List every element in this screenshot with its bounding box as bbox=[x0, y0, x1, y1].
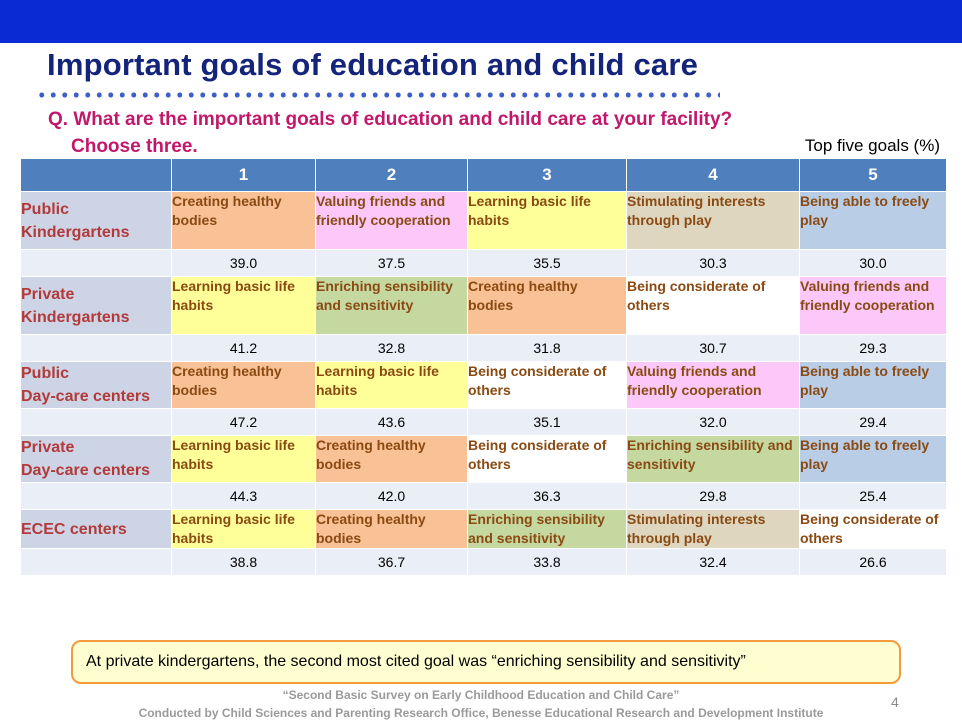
value-row: 47.2 43.6 35.1 32.0 29.4 bbox=[20, 408, 947, 436]
goal-cell: Being considerate of others bbox=[467, 435, 627, 483]
slide-title: Important goals of education and child c… bbox=[47, 47, 699, 82]
value-cell: 37.5 bbox=[315, 249, 468, 277]
value-cell: 44.3 bbox=[171, 482, 316, 510]
header-blank-cell bbox=[20, 158, 172, 192]
value-cell: 25.4 bbox=[799, 482, 947, 510]
rank-header: 2 bbox=[315, 158, 468, 192]
goal-row: Public Day-care centers Creating healthy… bbox=[20, 361, 947, 409]
survey-question: Q. What are the important goals of educa… bbox=[48, 106, 732, 160]
goal-row: ECEC centers Learning basic life habits … bbox=[20, 509, 947, 549]
goal-cell: Creating healthy bodies bbox=[171, 191, 316, 250]
value-cell: 30.0 bbox=[799, 249, 947, 277]
goal-cell: Creating healthy bodies bbox=[315, 509, 468, 549]
goal-cell: Being considerate of others bbox=[467, 361, 627, 409]
rank-header: 1 bbox=[171, 158, 316, 192]
rank-header: 3 bbox=[467, 158, 627, 192]
value-cell: 38.8 bbox=[171, 548, 316, 576]
goal-cell: Stimulating interests through play bbox=[626, 509, 800, 549]
value-cell: 32.8 bbox=[315, 334, 468, 362]
value-cell: 35.1 bbox=[467, 408, 627, 436]
goal-cell: Creating healthy bodies bbox=[171, 361, 316, 409]
facility-label: Public Kindergartens bbox=[20, 191, 172, 250]
value-cell: 47.2 bbox=[171, 408, 316, 436]
value-cell: 42.0 bbox=[315, 482, 468, 510]
value-blank-cell bbox=[20, 548, 172, 576]
value-blank-cell bbox=[20, 482, 172, 510]
goal-cell: Stimulating interests through play bbox=[626, 191, 800, 250]
value-row: 41.2 32.8 31.8 30.7 29.3 bbox=[20, 334, 947, 362]
goal-cell: Learning basic life habits bbox=[315, 361, 468, 409]
value-row: 38.8 36.7 33.8 32.4 26.6 bbox=[20, 548, 947, 576]
goal-cell: Being considerate of others bbox=[799, 509, 947, 549]
goal-cell: Enriching sensibility and sensitivity bbox=[315, 276, 468, 335]
summary-callout: At private kindergartens, the second mos… bbox=[71, 640, 901, 684]
value-row: 44.3 42.0 36.3 29.8 25.4 bbox=[20, 482, 947, 510]
facility-label: Public Day-care centers bbox=[20, 361, 172, 409]
goal-row: Private Day-care centers Learning basic … bbox=[20, 435, 947, 483]
goal-cell: Learning basic life habits bbox=[467, 191, 627, 250]
table-header-row: 1 2 3 4 5 bbox=[20, 158, 947, 192]
facility-label-line: Public bbox=[21, 200, 70, 218]
facility-label-line: Kindergartens bbox=[21, 223, 130, 241]
goal-row: Private Kindergartens Learning basic lif… bbox=[20, 276, 947, 335]
rank-header: 5 bbox=[799, 158, 947, 192]
value-cell: 26.6 bbox=[799, 548, 947, 576]
dotted-divider bbox=[36, 92, 720, 98]
value-cell: 32.0 bbox=[626, 408, 800, 436]
value-cell: 30.3 bbox=[626, 249, 800, 277]
footer-credit: Conducted by Child Sciences and Parentin… bbox=[138, 706, 824, 720]
goal-cell: Creating healthy bodies bbox=[467, 276, 627, 335]
goal-cell: Enriching sensibility and sensitivity bbox=[467, 509, 627, 549]
facility-label: ECEC centers bbox=[20, 509, 172, 549]
value-cell: 29.8 bbox=[626, 482, 800, 510]
goal-cell: Being considerate of others bbox=[626, 276, 800, 335]
facility-label-line: ECEC centers bbox=[21, 520, 127, 538]
goal-cell: Valuing friends and friendly cooperation bbox=[799, 276, 947, 335]
value-blank-cell bbox=[20, 249, 172, 277]
value-cell: 31.8 bbox=[467, 334, 627, 362]
facility-label: Private Day-care centers bbox=[20, 435, 172, 483]
goal-cell: Creating healthy bodies bbox=[315, 435, 468, 483]
goal-cell: Being able to freely play bbox=[799, 191, 947, 250]
goal-cell: Learning basic life habits bbox=[171, 435, 316, 483]
value-cell: 35.5 bbox=[467, 249, 627, 277]
goal-cell: Learning basic life habits bbox=[171, 509, 316, 549]
value-cell: 32.4 bbox=[626, 548, 800, 576]
value-cell: 29.4 bbox=[799, 408, 947, 436]
facility-label-line: Day-care centers bbox=[21, 388, 150, 405]
value-cell: 39.0 bbox=[171, 249, 316, 277]
question-line-2: Choose three. bbox=[71, 136, 198, 157]
facility-label: Private Kindergartens bbox=[20, 276, 172, 335]
goal-cell: Valuing friends and friendly cooperation bbox=[626, 361, 800, 409]
value-blank-cell bbox=[20, 334, 172, 362]
goal-cell: Learning basic life habits bbox=[171, 276, 316, 335]
goals-table: 1 2 3 4 5 Public Kindergartens Creating … bbox=[20, 158, 947, 576]
footer-survey-title: “Second Basic Survey on Early Childhood … bbox=[282, 688, 680, 702]
top-banner bbox=[0, 0, 962, 43]
value-row: 39.0 37.5 35.5 30.3 30.0 bbox=[20, 249, 947, 277]
page-number: 4 bbox=[891, 694, 899, 710]
question-line-1: Q. What are the important goals of educa… bbox=[48, 109, 733, 130]
goal-cell: Enriching sensibility and sensitivity bbox=[626, 435, 800, 483]
facility-label-line: Day-care centers bbox=[21, 462, 150, 479]
table-note: Top five goals (%) bbox=[804, 136, 940, 155]
value-blank-cell bbox=[20, 408, 172, 436]
value-cell: 33.8 bbox=[467, 548, 627, 576]
value-cell: 43.6 bbox=[315, 408, 468, 436]
facility-label-line: Kindergartens bbox=[21, 308, 130, 326]
value-cell: 30.7 bbox=[626, 334, 800, 362]
value-cell: 36.7 bbox=[315, 548, 468, 576]
rank-header: 4 bbox=[626, 158, 800, 192]
goal-cell: Valuing friends and friendly cooperation bbox=[315, 191, 468, 250]
facility-label-line: Public bbox=[21, 365, 70, 382]
value-cell: 36.3 bbox=[467, 482, 627, 510]
summary-text: At private kindergartens, the second mos… bbox=[86, 653, 746, 670]
facility-label-line: Private bbox=[21, 285, 75, 303]
goal-cell: Being able to freely play bbox=[799, 435, 947, 483]
facility-label-line: Private bbox=[21, 439, 75, 456]
value-cell: 41.2 bbox=[171, 334, 316, 362]
value-cell: 29.3 bbox=[799, 334, 947, 362]
goal-cell: Being able to freely play bbox=[799, 361, 947, 409]
goal-row: Public Kindergartens Creating healthy bo… bbox=[20, 191, 947, 250]
